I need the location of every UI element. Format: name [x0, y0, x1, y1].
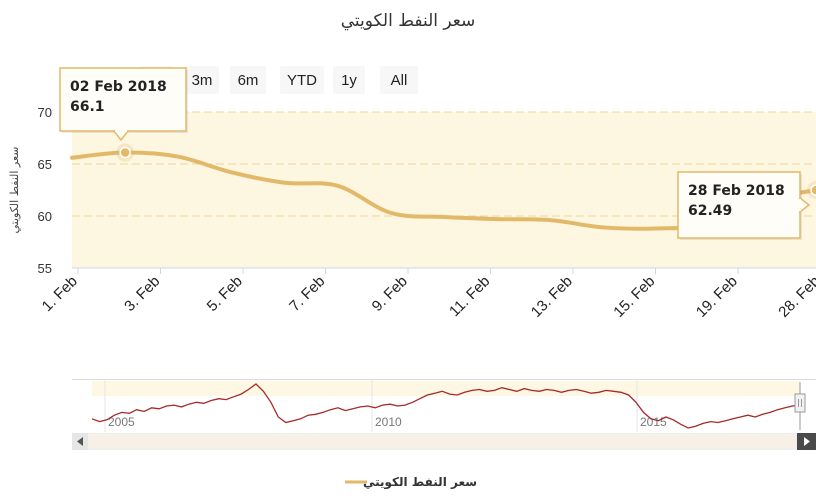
navigator-year-label: 2015 — [640, 415, 667, 429]
y-tick-label: 60 — [38, 209, 52, 224]
x-axis: 1. Feb 3. Feb 5. Feb 7. Feb 9. Feb 11. Feb 13.… — [39, 268, 816, 321]
range-button-1y[interactable]: 1y — [333, 66, 365, 94]
range-button-label[interactable]: 3m — [192, 72, 213, 89]
navigator-line — [91, 383, 801, 429]
range-button-label[interactable]: 1y — [341, 72, 357, 89]
y-tick-label: 55 — [38, 261, 52, 276]
navigator-year-labels: 2005 2010 2015 — [104, 380, 667, 432]
x-tick-label: 28. Feb — [775, 273, 816, 321]
navigator-window-band — [92, 381, 800, 396]
chart-title: سعر النفط الكويتي — [341, 11, 476, 31]
range-button-bg[interactable] — [333, 66, 365, 94]
tooltip-date: 28 Feb 2018 — [688, 183, 785, 199]
range-button-label[interactable]: All — [391, 72, 408, 89]
range-button-6m[interactable]: 6m — [230, 66, 266, 94]
tooltip-value: 66.1 — [70, 99, 105, 115]
navigator[interactable]: 2005 2010 2015 — [72, 379, 816, 450]
chevron-right-icon — [804, 437, 810, 446]
tooltip: 28 Feb 2018 62.49 — [677, 171, 811, 240]
range-button-label[interactable]: YTD — [287, 72, 317, 89]
tooltip: 02 Feb 2018 66.1 — [59, 67, 188, 142]
y-tick-label: 65 — [38, 157, 52, 172]
tooltips: 02 Feb 2018 66.1 28 Feb 2018 62.49 — [59, 67, 811, 240]
y-axis-label: سعر النفط الكويتي — [8, 146, 21, 233]
scrollbar-right-button[interactable] — [797, 433, 816, 450]
range-button-bg[interactable] — [185, 66, 219, 94]
navigator-year-label: 2010 — [375, 415, 402, 429]
x-tick-label: 19. Feb — [693, 273, 741, 321]
range-button-all[interactable]: All — [380, 66, 418, 94]
x-tick-label: 13. Feb — [528, 273, 576, 321]
chevron-left-icon — [77, 437, 83, 446]
scrollbar-left-button[interactable] — [72, 433, 88, 450]
navigator-year-label: 2005 — [108, 415, 135, 429]
range-button-label[interactable]: 6m — [238, 72, 259, 89]
legend[interactable]: سعر النفط الكويتي — [345, 475, 477, 490]
x-tick-label: 5. Feb — [204, 273, 246, 315]
y-tick-label: 70 — [38, 105, 52, 120]
x-tick-label: 1. Feb — [39, 273, 81, 315]
range-button-ytd[interactable]: YTD — [280, 66, 324, 94]
tooltip-date: 02 Feb 2018 — [70, 79, 167, 95]
range-button-bg[interactable] — [280, 66, 324, 94]
tooltip-box — [677, 171, 801, 239]
navigator-handle-grip[interactable] — [794, 393, 806, 413]
tooltip-box — [59, 67, 187, 132]
x-tick-label: 3. Feb — [121, 273, 163, 315]
x-tick-label: 7. Feb — [286, 273, 328, 315]
x-tick-label: 11. Feb — [446, 273, 493, 320]
range-button-3m[interactable]: 3m — [185, 66, 219, 94]
x-tick-label: 9. Feb — [369, 273, 411, 315]
series-points — [116, 143, 816, 200]
tooltip-value: 62.49 — [688, 203, 732, 219]
scrollbar-thumb[interactable] — [88, 434, 796, 449]
x-tick-label: 15. Feb — [610, 273, 658, 321]
range-button-bg[interactable] — [230, 66, 266, 94]
data-point[interactable] — [119, 146, 131, 159]
data-point[interactable] — [810, 184, 816, 196]
navigator-handle[interactable] — [794, 382, 806, 430]
legend-label[interactable]: سعر النفط الكويتي — [363, 475, 477, 490]
y-axis: 55 60 65 70 — [38, 105, 52, 276]
range-button-bg[interactable] — [380, 66, 418, 94]
